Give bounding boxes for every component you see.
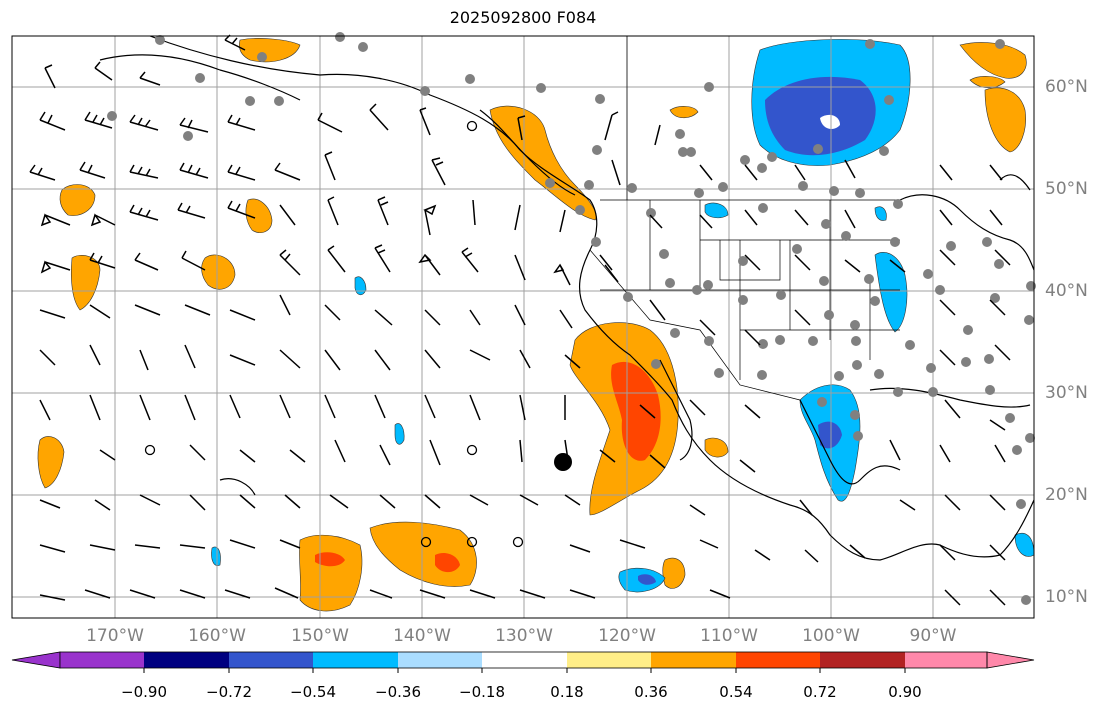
colorbar-tick-label: 0.54 [719, 683, 753, 701]
contour-strong-s2 [435, 553, 460, 573]
colorbar-tick-label: −0.54 [290, 683, 336, 701]
contour-positive-sw [299, 534, 363, 612]
map-gridlines [12, 36, 1034, 618]
wind-barbs [29, 34, 1011, 606]
lat-label-50n: 50°N [1045, 179, 1088, 199]
colorbar [11, 651, 1035, 673]
contour-positive-alaska [239, 38, 301, 63]
contour-positive-w5 [37, 436, 65, 489]
contour-negative-small4 [874, 206, 887, 221]
map-title: 2025092800 F084 [449, 8, 597, 27]
coastlines [99, 35, 1035, 561]
contour-positive-mex [704, 437, 729, 458]
colorbar-tick-label: 0.18 [550, 683, 584, 701]
calm-markers [144, 120, 524, 548]
colorbar-seg-1 [60, 652, 144, 668]
storm-center-marker [554, 453, 572, 471]
colorbar-tick-label: 0.36 [634, 683, 668, 701]
lon-label-170w: 170°W [86, 626, 144, 646]
colorbar-seg-8 [651, 652, 736, 668]
station-dots [107, 32, 1036, 605]
contour-strong-s [638, 574, 656, 585]
lon-label-160w: 160°W [188, 626, 246, 646]
colorbar-tick-label: 0.72 [803, 683, 837, 701]
contour-positive-w3 [245, 198, 273, 233]
colorbar-seg-7 [567, 652, 651, 668]
lat-label-40n: 40°N [1045, 281, 1088, 301]
lon-label-140w: 140°W [393, 626, 451, 646]
contour-positive-w4 [201, 254, 236, 290]
lon-label-130w: 130°W [495, 626, 553, 646]
colorbar-extend-right [986, 651, 1035, 669]
lat-label-60n: 60°N [1045, 77, 1088, 97]
contour-negative-small2 [394, 423, 405, 445]
contour-strong-texas [818, 421, 842, 449]
contour-positive-ne3 [969, 76, 1006, 89]
contour-positive-ne2 [984, 87, 1026, 153]
colorbar-seg-5 [398, 652, 482, 668]
plot-frame [11, 35, 1035, 619]
lon-label-120w: 120°W [598, 626, 656, 646]
colorbar-seg-6 [482, 652, 567, 668]
colorbar-extend-left [11, 651, 61, 669]
colorbar-seg-9 [736, 652, 820, 668]
colorbar-tick-label: −0.18 [459, 683, 505, 701]
colorbar-seg-2 [144, 652, 229, 668]
contour-positive-w2 [70, 255, 101, 311]
contour-positive-nw [59, 184, 96, 216]
contour-positive-ne1 [959, 42, 1027, 79]
lat-label-30n: 30°N [1045, 383, 1088, 403]
lon-label-90w: 90°W [909, 626, 957, 646]
contour-positive-mid [669, 106, 699, 119]
colorbar-seg-3 [229, 652, 313, 668]
political-borders [589, 36, 900, 401]
lon-label-150w: 150°W [291, 626, 349, 646]
lat-label-20n: 20°N [1045, 485, 1088, 505]
colorbar-tick-label: −0.90 [121, 683, 167, 701]
contour-positive-se [662, 557, 686, 589]
contour-strong-s1 [315, 552, 345, 567]
lon-label-110w: 110°W [700, 626, 758, 646]
contour-strong-baja [611, 361, 661, 461]
contour-negative-small3 [704, 202, 729, 219]
contour-hole-canada [820, 114, 840, 130]
colorbar-tick-label: −0.72 [206, 683, 252, 701]
colorbar-seg-4 [313, 652, 398, 668]
lon-label-100w: 100°W [802, 626, 860, 646]
contour-strong-canada [765, 76, 876, 156]
colorbar-tick-label: −0.36 [375, 683, 421, 701]
colorbar-seg-10 [820, 652, 905, 668]
colorbar-seg-11 [905, 652, 987, 668]
colorbar-tick-label: 0.90 [888, 683, 922, 701]
lat-label-10n: 10°N [1045, 587, 1088, 607]
contour-negative-plains [874, 252, 908, 333]
